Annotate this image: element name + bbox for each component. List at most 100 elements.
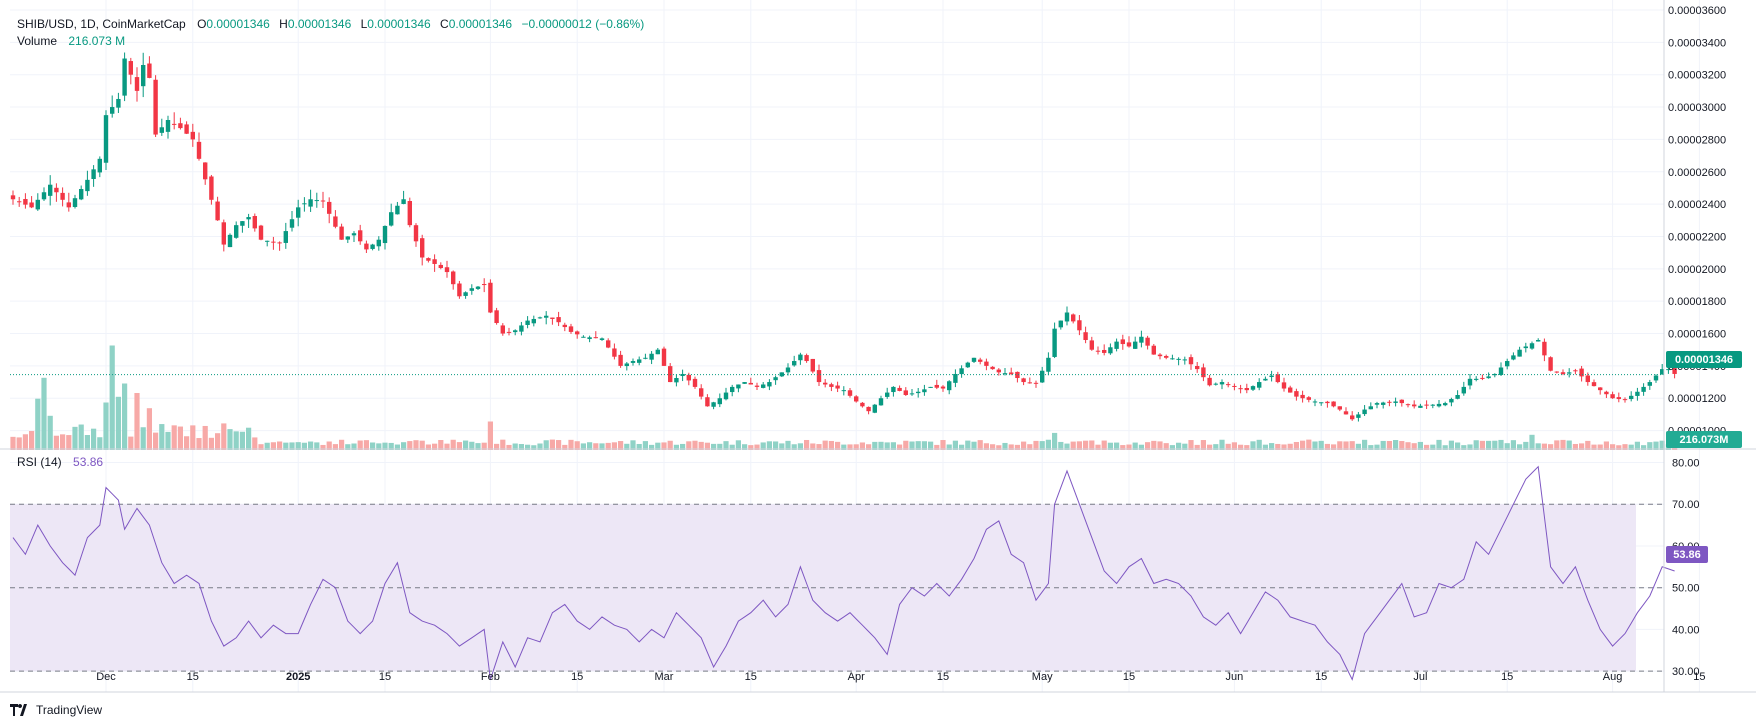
volume-bar: [574, 441, 580, 450]
candle-body: [1443, 403, 1448, 406]
candle-body: [141, 65, 146, 87]
volume-bar: [878, 441, 884, 450]
candle-body: [668, 366, 673, 383]
volume-bar: [673, 444, 679, 450]
candle-body: [1381, 402, 1386, 405]
time-tick-label: 15: [1315, 671, 1327, 683]
volume-bar: [946, 444, 952, 450]
candle-body: [1343, 411, 1349, 415]
candle-body: [103, 115, 109, 163]
candle-body: [401, 199, 406, 204]
candle-body: [1399, 399, 1404, 404]
volume-bar: [971, 441, 977, 450]
tradingview-logo-icon: [10, 704, 27, 716]
price-tick-label: 0.00001200: [1668, 393, 1726, 405]
candle-body: [723, 392, 729, 400]
volume-bar: [543, 440, 549, 450]
time-axis[interactable]: Dec 15 2025 15 Feb 15 Mar 15 Apr 15 May 15 Jun 15 Jul 1…: [96, 671, 1705, 683]
candle-body: [655, 349, 660, 355]
volume-bar: [159, 424, 165, 450]
volume-bar: [835, 441, 841, 450]
volume-bar: [1163, 443, 1169, 450]
candle-body: [85, 179, 90, 192]
volume-bar: [1318, 440, 1324, 450]
volume-bar: [1293, 441, 1299, 450]
candle-body: [544, 315, 549, 318]
volume-bar: [1052, 432, 1058, 450]
volume-bar: [432, 443, 438, 450]
rsi-tick-label: 40.00: [1672, 624, 1700, 636]
volume-bar: [568, 439, 574, 450]
volume-bar: [450, 439, 456, 450]
candle-body: [258, 225, 264, 240]
volume-bar: [233, 431, 239, 450]
candle-body: [1232, 385, 1237, 387]
volume-bar: [413, 440, 419, 450]
candle-body: [699, 388, 704, 397]
volume-bar: [866, 444, 872, 450]
volume-bar: [965, 440, 971, 450]
candle-body: [1207, 377, 1212, 386]
candle-body: [1083, 332, 1088, 340]
volume-bar: [1498, 439, 1504, 450]
candle-body: [599, 338, 605, 340]
volume-bar: [624, 443, 630, 450]
candle-body: [339, 226, 344, 240]
time-tick-label: Feb: [481, 671, 500, 683]
candle-body: [556, 317, 561, 323]
price-axis[interactable]: 0.00003600 0.00003400 0.00003200 0.00003000…: [1668, 5, 1726, 438]
volume-bar: [1188, 440, 1194, 450]
volume-bar: [1287, 443, 1293, 450]
tradingview-logo[interactable]: TradingView: [10, 703, 102, 717]
volume-bar: [1027, 444, 1033, 450]
candle-body: [457, 283, 462, 297]
volume-label[interactable]: Volume: [17, 34, 58, 48]
candle-body: [234, 225, 239, 238]
volume-bar: [258, 444, 264, 450]
candle-body: [1542, 341, 1547, 356]
candle-body: [1288, 387, 1293, 393]
volume-bar: [326, 441, 332, 450]
volume-bar: [512, 443, 518, 450]
volume-bar: [388, 442, 394, 450]
volume-value: 216.073 M: [68, 34, 126, 48]
candle-body: [1610, 394, 1615, 399]
svg-text:0.00001346: 0.00001346: [1675, 354, 1733, 366]
candle-body: [221, 222, 226, 245]
candle-body: [1480, 377, 1485, 379]
candle-body: [153, 79, 158, 135]
volume-bar: [1641, 445, 1647, 450]
candle-body: [705, 397, 710, 407]
volume-bar: [1070, 441, 1076, 450]
candle-body: [953, 373, 958, 383]
candle-body: [568, 326, 574, 332]
volume-bar: [103, 402, 109, 450]
volume-bar: [1324, 443, 1330, 450]
volume-bar: [357, 440, 363, 450]
volume-bar: [903, 440, 909, 450]
candle-body: [1120, 339, 1125, 345]
candle-body: [1393, 401, 1398, 403]
watermark-text: TradingView: [36, 703, 103, 717]
volume-bar: [376, 443, 382, 450]
symbol-title[interactable]: SHIB/USD, 1D, CoinMarketCap: [17, 17, 186, 31]
candle-body: [872, 404, 877, 413]
volume-bar: [1610, 444, 1616, 450]
candle-body: [184, 124, 189, 134]
volume-bar: [754, 444, 760, 450]
rsi-label[interactable]: RSI (14): [17, 455, 62, 469]
rsi-line: [12, 465, 1675, 681]
volume-bar: [481, 442, 487, 450]
legend-main: SHIB/USD, 1D, CoinMarketCap O0.00001346 …: [17, 17, 644, 31]
volume-bar: [1194, 444, 1200, 450]
volume-bar: [1566, 440, 1572, 450]
candle-body: [984, 361, 989, 366]
candle-body: [333, 216, 338, 227]
candle-body: [823, 382, 828, 385]
candle-body: [593, 337, 598, 339]
volume-bar: [1430, 444, 1436, 450]
volume-bar: [487, 421, 493, 450]
volume-bar: [1275, 443, 1281, 450]
